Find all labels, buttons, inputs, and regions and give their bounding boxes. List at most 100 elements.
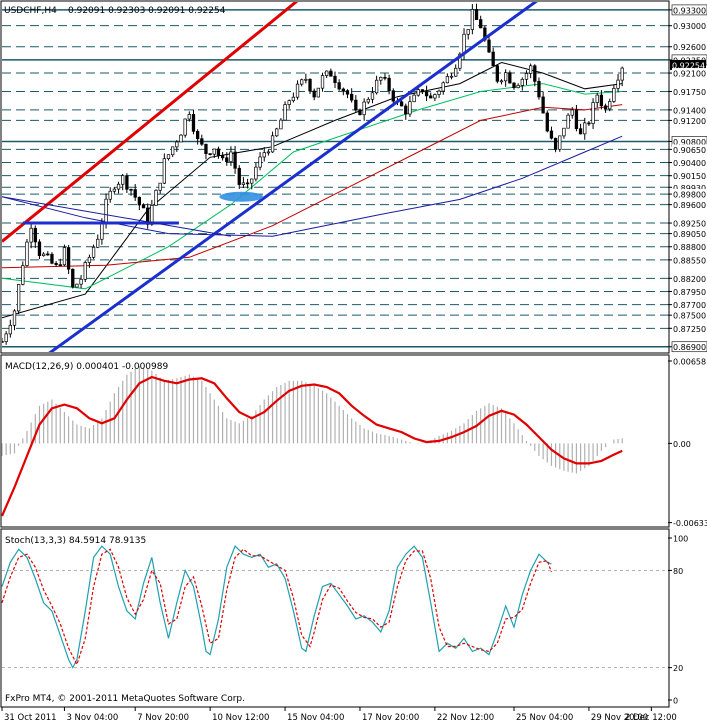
- price-label-box: [672, 323, 707, 334]
- candle-body: [216, 148, 221, 156]
- candle-body: [445, 76, 450, 84]
- candle-body: [204, 143, 208, 154]
- candle-body: [195, 131, 200, 140]
- candle-body: [616, 79, 620, 89]
- candle-body: [87, 256, 92, 263]
- macd-panel-frame: [0, 354, 670, 528]
- candle-body: [379, 76, 383, 81]
- candle-body: [266, 151, 271, 154]
- candle-body: [41, 253, 46, 256]
- candle-body: [350, 93, 354, 101]
- candle-body: [162, 158, 166, 184]
- candle-body: [25, 241, 29, 266]
- stoch-main-line: [1, 545, 552, 669]
- candle-body: [270, 135, 275, 153]
- candle-body: [558, 135, 562, 150]
- price-label-box: [672, 41, 707, 52]
- time-axis: 31 Oct 2011 3 Nov 04:00 7 Nov 20:00 10 Nov …: [1, 707, 677, 723]
- macd-title: MACD(12,26,9) 0.000401 -0.000989: [5, 362, 168, 372]
- time-tick-label: 22 Nov 12:00: [437, 713, 494, 723]
- stoch-panel-frame: [0, 528, 670, 708]
- candle-body: [358, 109, 362, 116]
- price-tick-label: 0.90800: [673, 138, 706, 147]
- candle-body: [17, 284, 21, 312]
- candle-body: [295, 83, 300, 98]
- price-tick-label: 0.87950: [673, 288, 706, 297]
- candle-body: [175, 141, 179, 148]
- price-label-box: [672, 157, 707, 168]
- price-tick-label: 0.87700: [673, 301, 706, 310]
- candle-body: [208, 153, 212, 155]
- candle-body: [237, 167, 241, 185]
- candle-body: [104, 198, 108, 224]
- candle-body: [183, 118, 187, 136]
- candle-body: [474, 9, 479, 20]
- candle-body: [279, 119, 283, 130]
- time-tick-label: 29 Nov 20:00: [591, 713, 648, 723]
- candle-body: [79, 278, 83, 285]
- price-label-box: [672, 170, 707, 181]
- time-tick-label: 25 Nov 04:00: [516, 713, 573, 723]
- candle-body: [408, 101, 412, 115]
- price-label-box: [672, 68, 707, 79]
- candle-body: [499, 80, 504, 83]
- candle-body: [37, 241, 42, 256]
- candle-body: [4, 333, 8, 342]
- candle-body: [399, 101, 404, 107]
- candle-body: [612, 87, 616, 102]
- candle-body: [320, 75, 325, 89]
- candle-body: [341, 88, 345, 91]
- candle-body: [508, 72, 512, 84]
- stoch-tick-label: 100: [673, 535, 688, 544]
- candle-body: [491, 51, 495, 67]
- candle-body: [12, 310, 17, 326]
- candle-body: [46, 253, 50, 256]
- candle-body: [154, 189, 158, 206]
- candle-body: [570, 109, 574, 116]
- candle-body: [71, 268, 75, 288]
- price-label-box: [672, 241, 707, 252]
- trendline: [2, 196, 232, 237]
- price-tick-label: 0.93300: [673, 6, 706, 15]
- candle-body: [141, 204, 146, 209]
- candle-body: [441, 82, 445, 92]
- candle-body: [283, 104, 287, 121]
- candle-body: [308, 78, 312, 92]
- price-label-box: [672, 182, 707, 193]
- candle-body: [220, 154, 225, 159]
- macd-panel: 0.00658 0.00 -0.00633: [0, 358, 707, 528]
- price-label-box: [672, 20, 707, 31]
- candle-body: [599, 94, 604, 107]
- candle-body: [287, 100, 291, 105]
- candle-body: [83, 262, 87, 280]
- stoch-tick-label: 0: [673, 697, 678, 706]
- copyright-footer: FxPro MT4, © 2001-2011 MetaQuotes Softwa…: [5, 694, 245, 704]
- candle-body: [200, 138, 204, 145]
- price-tick-label: 0.88200: [673, 275, 706, 284]
- stoch-panel: 100 80 20 0: [1, 535, 688, 706]
- candle-body: [125, 175, 129, 190]
- candle-body: [533, 65, 537, 82]
- time-tick-label: 15 Nov 04:00: [287, 713, 344, 723]
- candle-body: [424, 91, 429, 97]
- candle-body: [62, 247, 67, 266]
- candle-body: [50, 253, 54, 264]
- candle-body: [354, 99, 358, 111]
- candle-body: [171, 146, 175, 156]
- candle-body: [245, 182, 250, 185]
- price-label-box: [672, 218, 707, 229]
- candle-body: [300, 79, 304, 85]
- price-label-box: [671, 4, 707, 16]
- candle-body: [262, 152, 266, 158]
- candle-body: [312, 90, 316, 98]
- trendline: [48, 2, 538, 352]
- time-tick-label: 3 Nov 04:00: [66, 713, 118, 723]
- candle-body: [412, 94, 416, 103]
- candle-body: [391, 90, 395, 102]
- candle-body: [258, 156, 262, 168]
- candle-body: [512, 82, 516, 89]
- candle-body: [578, 128, 583, 135]
- candle-body: [345, 90, 350, 95]
- candle-body: [454, 67, 458, 77]
